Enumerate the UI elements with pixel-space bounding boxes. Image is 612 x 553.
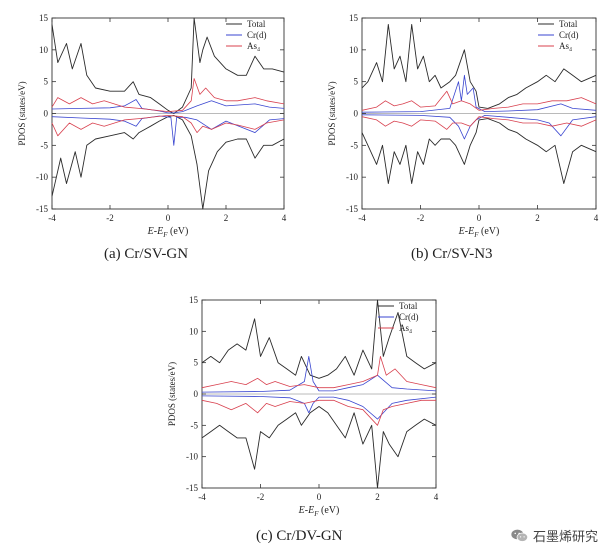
series-total-down — [361, 118, 597, 184]
y-tick-label: 5 — [354, 77, 359, 87]
x-tick-label: -2 — [106, 213, 114, 223]
caption-a: (a) Cr/SV-GN — [104, 246, 189, 262]
legend-label: As₄ — [399, 323, 412, 333]
y-tick-label: 5 — [44, 77, 49, 87]
x-tick-label: 0 — [166, 213, 171, 223]
series-cr-d-down — [201, 395, 437, 420]
x-tick-label: 2 — [224, 213, 229, 223]
y-tick-label: 10 — [39, 45, 49, 55]
y-tick-label: -15 — [36, 204, 48, 214]
x-tick-label: 0 — [477, 213, 482, 223]
chart-c: -15 -10 -5 0 5 10 15 -4 -2 0 2 4 E-EF (eV) PDOS (stat… — [167, 295, 439, 518]
series-as-down — [361, 116, 597, 130]
y-tick-label: 0 — [44, 109, 49, 119]
watermark: 石墨烯研究 — [511, 526, 598, 545]
series-cr-d-up — [51, 99, 285, 114]
series-as-down — [51, 115, 285, 137]
x-tick-label: 2 — [535, 213, 540, 223]
chart-a: -15 -10 -5 0 5 10 15 -4 -2 0 2 4 E-EF (eV) PDOS (stat… — [17, 13, 287, 239]
series-cr-d-down — [51, 115, 285, 146]
series-total-down — [51, 114, 285, 210]
caption-c: (c) Cr/DV-GN — [256, 528, 343, 544]
y-tick-label: -10 — [36, 172, 48, 182]
y-tick-label: -5 — [41, 140, 49, 150]
y-tick-label: 15 — [39, 13, 49, 23]
x-tick-label: 2 — [375, 492, 380, 502]
wechat-icon — [511, 529, 528, 542]
series-total-up — [51, 17, 285, 114]
legend-label: Cr(d) — [247, 30, 267, 40]
x-tick-label: -4 — [48, 213, 56, 223]
x-tick-label: 0 — [317, 492, 322, 502]
series-total-down — [201, 406, 437, 489]
series-cr-d-down — [361, 114, 597, 140]
y-axis-label: PDOS (states/eV) — [17, 81, 27, 145]
y-tick-label: 0 — [354, 109, 359, 119]
x-axis-label: E-EF (eV) — [458, 226, 500, 239]
watermark-text: 石墨烯研究 — [532, 530, 598, 545]
y-tick-label: -5 — [351, 140, 359, 150]
y-tick-label: 0 — [194, 389, 199, 399]
legend-label: Cr(d) — [559, 30, 579, 40]
y-tick-label: -15 — [346, 204, 358, 214]
y-axis-label: PDOS (states/eV) — [167, 362, 177, 426]
legend-label: Total — [247, 19, 266, 29]
panel-b: -15 -10 -5 0 5 10 15 -4 -2 0 2 4 E-EF (eV) PDOS (stat… — [312, 0, 612, 239]
y-tick-label: 5 — [194, 358, 199, 368]
caption-b: (b) Cr/SV-N3 — [411, 246, 493, 262]
x-axis-label: E-EF (eV) — [147, 226, 189, 239]
y-tick-label: -10 — [186, 452, 198, 462]
series-as-up — [361, 90, 597, 111]
y-tick-label: -15 — [186, 483, 198, 493]
legend-label: Cr(d) — [399, 312, 419, 322]
y-tick-label: -10 — [346, 172, 358, 182]
y-tick-label: 15 — [349, 13, 359, 23]
series-cr-d-up — [361, 74, 597, 113]
series-total-up — [201, 299, 437, 379]
y-tick-label: 10 — [349, 45, 359, 55]
chart-b: -15 -10 -5 0 5 10 15 -4 -2 0 2 4 E-EF (eV) PDOS (stat… — [327, 13, 599, 239]
series-as-up — [51, 78, 285, 112]
legend-label: As₄ — [247, 41, 260, 51]
x-tick-label: 4 — [282, 213, 287, 223]
panel-c: -15 -10 -5 0 5 10 15 -4 -2 0 2 4 E-EF (eV) PDOS (stat… — [150, 286, 450, 518]
series-cr-d-up — [201, 356, 437, 393]
y-tick-label: 15 — [189, 295, 199, 305]
legend-label: Total — [559, 19, 578, 29]
y-tick-label: -5 — [191, 420, 199, 430]
y-axis-label: PDOS (states/eV) — [327, 81, 337, 145]
legend-label: Total — [399, 301, 418, 311]
x-tick-label: 4 — [434, 492, 439, 502]
x-tick-label: -2 — [257, 492, 265, 502]
x-axis-label: E-EF (eV) — [298, 505, 340, 518]
series-as-down — [201, 399, 436, 426]
y-tick-label: 10 — [189, 326, 199, 336]
series-as-up — [201, 356, 437, 389]
panel-a: -15 -10 -5 0 5 10 15 -4 -2 0 2 4 E-EF (eV) PDOS (stat… — [0, 0, 300, 239]
x-tick-label: -2 — [417, 213, 425, 223]
series-total-up — [361, 23, 597, 109]
x-tick-label: -4 — [198, 492, 206, 502]
legend-label: As₄ — [559, 41, 572, 51]
x-tick-label: 4 — [594, 213, 599, 223]
x-tick-label: -4 — [358, 213, 366, 223]
